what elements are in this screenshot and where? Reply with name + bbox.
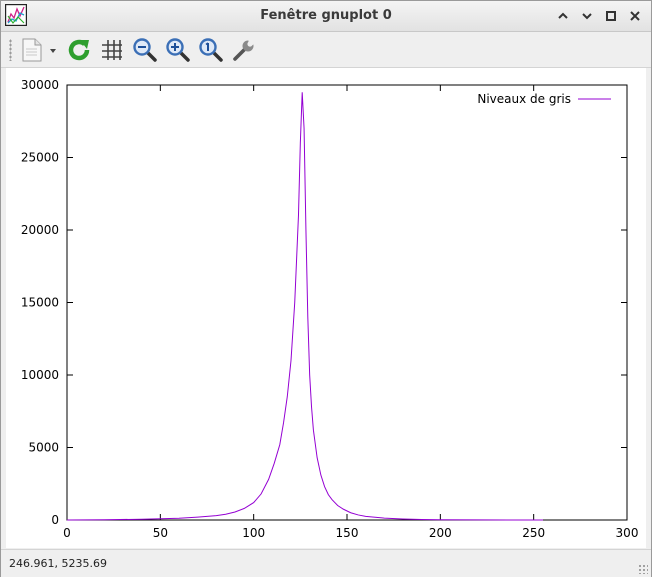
replot-icon: [68, 39, 90, 61]
replot-button[interactable]: [65, 36, 93, 64]
y-tick-label: 20000: [21, 223, 59, 237]
x-tick-label: 50: [153, 526, 168, 540]
y-tick-label: 15000: [21, 296, 59, 310]
zoom-out-icon: [133, 38, 157, 62]
minimize-button[interactable]: [553, 7, 573, 25]
zoom-in-icon: [166, 38, 190, 62]
mouse-coordinates-readout: 246.961, 5235.69: [9, 557, 107, 570]
maximize-square-icon: [606, 11, 616, 21]
x-tick-label: 200: [429, 526, 452, 540]
zoom-out-button[interactable]: [131, 36, 159, 64]
grid-icon: [102, 40, 122, 60]
plot-border: [66, 84, 628, 521]
chevron-up-icon: [558, 12, 568, 19]
close-icon: [630, 11, 640, 21]
gnuplot-app-icon: [4, 3, 28, 27]
y-tick-label: 5000: [28, 441, 59, 455]
x-tick-label: 300: [616, 526, 639, 540]
resize-grip[interactable]: [638, 564, 648, 574]
settings-wrench-icon: [233, 37, 256, 61]
x-tick-label: 100: [242, 526, 265, 540]
restore-button[interactable]: [601, 7, 621, 25]
grid-button[interactable]: [98, 36, 126, 64]
export-button[interactable]: [17, 36, 61, 64]
zoom-reset-button[interactable]: [197, 36, 225, 64]
status-bar: 246.961, 5235.69: [1, 549, 651, 577]
zoom-in-button[interactable]: [164, 36, 192, 64]
x-tick-label: 0: [63, 526, 71, 540]
x-tick-label: 250: [522, 526, 545, 540]
legend-label: Niveaux de gris: [477, 92, 571, 106]
plot-canvas[interactable]: 0 50 100 150 200 250 300 0 5000 10000 15000 20000 25…: [6, 68, 646, 548]
zoom-reset-icon: [199, 38, 223, 62]
window-title: Fenêtre gnuplot 0: [260, 8, 392, 23]
y-tick-label: 30000: [21, 78, 59, 92]
series-line-niveaux-de-gris: [66, 92, 544, 521]
line-chart[interactable]: 0 50 100 150 200 250 300 0 5000 10000 15000 20000 25…: [6, 68, 646, 548]
y-tick-label: 10000: [21, 368, 59, 382]
settings-button[interactable]: [230, 36, 258, 64]
title-bar[interactable]: Fenêtre gnuplot 0: [1, 1, 651, 32]
y-tick-label: 0: [51, 513, 59, 527]
export-icon: [22, 38, 56, 62]
y-tick-label: 25000: [21, 151, 59, 165]
toolbar: [1, 32, 651, 68]
maximize-button[interactable]: [577, 7, 597, 25]
close-button[interactable]: [625, 7, 645, 25]
chevron-down-icon: [582, 13, 592, 20]
toolbar-grip[interactable]: [9, 39, 12, 61]
x-tick-label: 150: [336, 526, 359, 540]
